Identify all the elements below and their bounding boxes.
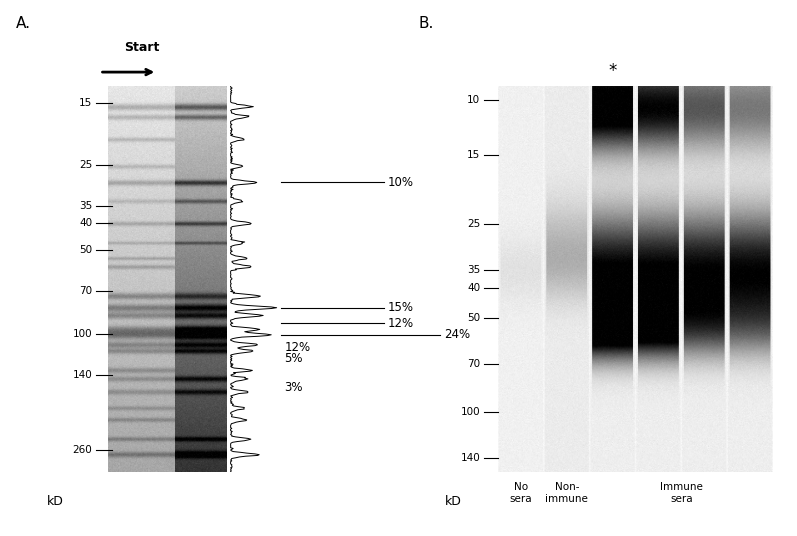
Text: 15: 15 — [79, 98, 92, 108]
Text: kD: kD — [47, 495, 65, 508]
Text: 24%: 24% — [444, 329, 470, 341]
Text: 35: 35 — [79, 202, 92, 211]
Text: 35: 35 — [467, 265, 481, 275]
Text: 70: 70 — [80, 286, 92, 296]
Text: 25: 25 — [79, 160, 92, 170]
Text: kD: kD — [445, 495, 462, 508]
Text: 40: 40 — [80, 218, 92, 227]
Text: No
sera: No sera — [510, 482, 532, 504]
Text: 140: 140 — [73, 370, 92, 380]
Text: 10%: 10% — [388, 176, 414, 189]
Text: 100: 100 — [73, 329, 92, 339]
Text: 5%: 5% — [285, 352, 303, 365]
Text: 12%: 12% — [388, 317, 414, 330]
Text: 3%: 3% — [285, 381, 303, 394]
Text: 40: 40 — [467, 283, 481, 293]
Text: 140: 140 — [461, 453, 481, 463]
Text: 260: 260 — [73, 445, 92, 455]
Text: Immune
sera: Immune sera — [660, 482, 703, 504]
Text: 50: 50 — [80, 244, 92, 255]
Text: 70: 70 — [467, 359, 481, 369]
Text: 15%: 15% — [388, 301, 414, 314]
Text: Start: Start — [124, 41, 159, 54]
Text: 15: 15 — [467, 150, 481, 160]
Text: Non-
immune: Non- immune — [545, 482, 588, 504]
Text: 12%: 12% — [285, 341, 311, 354]
Text: 10: 10 — [467, 95, 481, 105]
Text: 50: 50 — [467, 313, 481, 323]
Text: 25: 25 — [467, 219, 481, 229]
Text: 100: 100 — [461, 407, 481, 417]
Text: A.: A. — [16, 16, 31, 31]
Text: B.: B. — [418, 16, 434, 31]
Text: *: * — [608, 62, 617, 80]
